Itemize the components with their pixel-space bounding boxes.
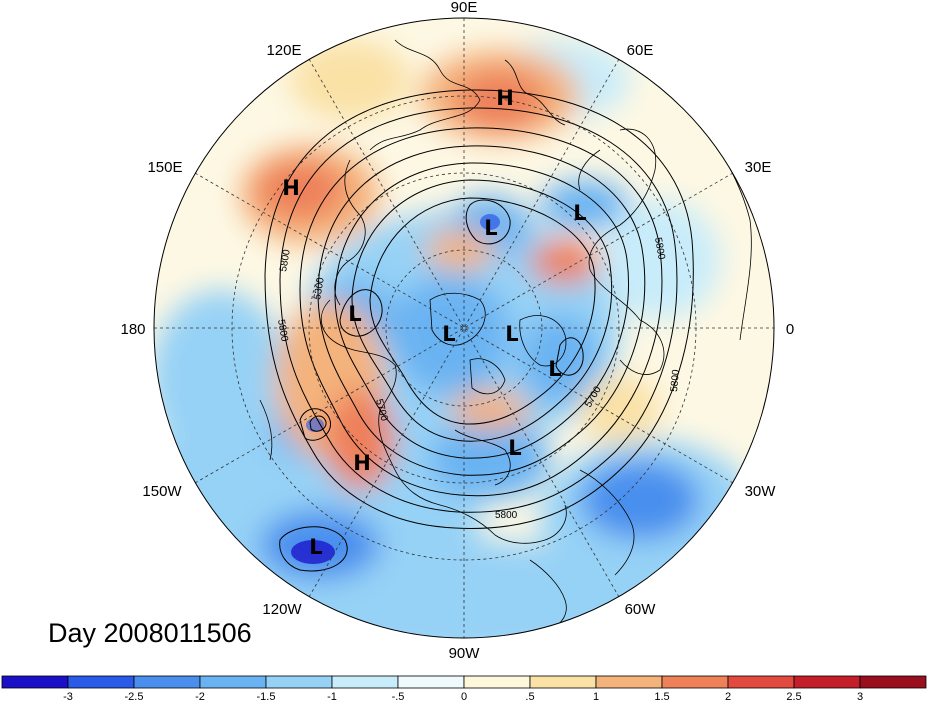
lon-label-60e: 60E xyxy=(627,42,654,59)
contour-label: 5800 xyxy=(275,319,290,343)
colorbar-box xyxy=(859,675,927,689)
colorbar-box xyxy=(529,675,597,689)
polar-map: 90E 120E 60E 150E 30E 180 0 150W 30W 120… xyxy=(120,0,794,662)
coastlines xyxy=(259,39,752,631)
colorbar-label: 2 xyxy=(725,691,731,702)
colorbar-box xyxy=(199,675,267,689)
colorbar-box xyxy=(661,675,729,689)
lon-label-150e: 150E xyxy=(147,159,182,176)
colorbar-boxes xyxy=(1,675,927,689)
low-center-mark: L xyxy=(548,357,561,381)
low-center-mark: L xyxy=(508,436,521,460)
colorbar-box xyxy=(727,675,795,689)
contour-label: 5800 xyxy=(669,369,682,393)
longitude-labels: 90E 120E 60E 150E 30E 180 0 150W 30W 120… xyxy=(120,0,794,662)
colorbar-box xyxy=(397,675,465,689)
lon-label-90w: 90W xyxy=(449,645,481,662)
colorbar-box xyxy=(1,675,69,689)
colorbar-label: -1.5 xyxy=(257,691,276,702)
low-center-mark: L xyxy=(573,201,586,225)
colorbar-label: -2.5 xyxy=(125,691,144,702)
lon-label-30w: 30W xyxy=(745,483,777,500)
colorbar-box xyxy=(595,675,663,689)
date-title: Day 2008011506 xyxy=(48,618,252,648)
colorbar-label: -.5 xyxy=(392,691,405,702)
height-contours xyxy=(264,89,694,572)
lon-label-90e: 90E xyxy=(451,0,478,16)
colorbar-label: -1 xyxy=(327,691,337,702)
low-center-mark: L xyxy=(484,216,497,240)
colorbar-label: 0 xyxy=(461,691,467,702)
colorbar-box xyxy=(793,675,861,689)
lon-label-60w: 60W xyxy=(625,601,657,618)
low-center-mark: L xyxy=(442,322,455,346)
colorbar-labels: -3 -2.5 -2 -1.5 -1 -.5 0 .5 1 1.5 2 2.5 3 xyxy=(63,691,863,702)
colorbar-box xyxy=(67,675,135,689)
contour-label: 5300 xyxy=(312,276,327,300)
colorbar-box xyxy=(133,675,201,689)
lon-label-180: 180 xyxy=(120,321,145,338)
lon-label-120w: 120W xyxy=(262,601,302,618)
high-center-mark: H xyxy=(496,86,514,110)
graticule xyxy=(154,18,774,638)
colorbar-label: 3 xyxy=(857,691,863,702)
colorbar-label: -2 xyxy=(195,691,205,702)
contour-label: 5800 xyxy=(278,248,293,272)
lon-label-30e: 30E xyxy=(745,159,772,176)
colorbar-box xyxy=(331,675,399,689)
colorbar-label: -3 xyxy=(63,691,73,702)
low-center-mark: L xyxy=(309,535,322,559)
colorbar-box xyxy=(265,675,333,689)
lon-label-120e: 120E xyxy=(266,42,301,59)
pressure-centers: H H H L L L L L L L L xyxy=(282,86,586,559)
contour-label: 5800 xyxy=(652,237,667,261)
colorbar: -3 -2.5 -2 -1.5 -1 -.5 0 .5 1 1.5 2 2.5 3 xyxy=(1,675,927,702)
lon-label-150w: 150W xyxy=(142,483,182,500)
lon-label-0: 0 xyxy=(786,321,794,338)
high-center-mark: H xyxy=(353,451,371,475)
colorbar-label: .5 xyxy=(525,691,534,702)
low-center-mark: L xyxy=(505,322,518,346)
high-center-mark: H xyxy=(282,176,300,200)
colorbar-label: 1.5 xyxy=(654,691,669,702)
contour-label: 5800 xyxy=(495,510,518,521)
map-border xyxy=(153,17,775,639)
colorbar-label: 2.5 xyxy=(786,691,801,702)
low-center-mark: L xyxy=(348,302,361,326)
colorbar-box xyxy=(463,675,531,689)
colorbar-label: 1 xyxy=(593,691,599,702)
